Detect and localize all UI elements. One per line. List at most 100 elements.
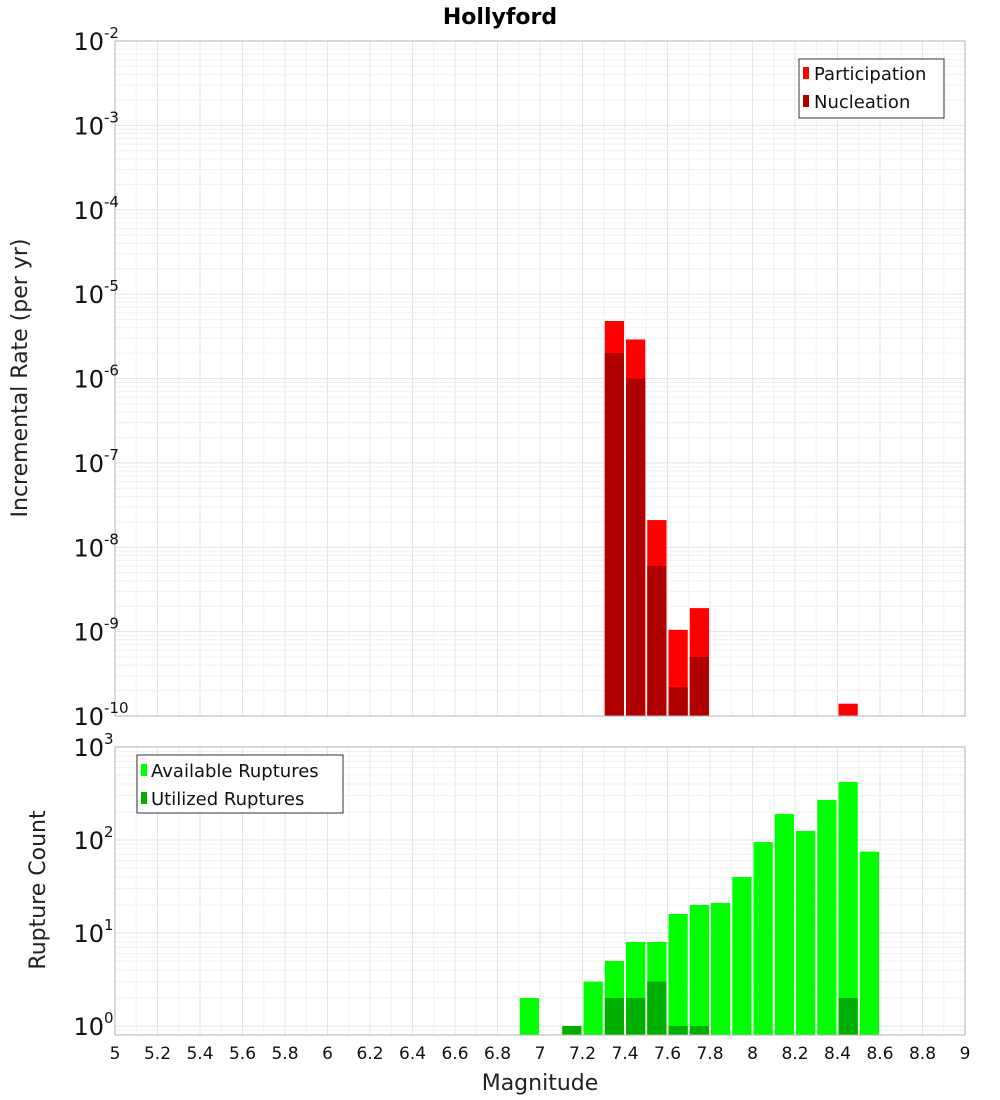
x-tick-label: 5 <box>110 1044 121 1064</box>
nucleation-legend-swatch <box>803 95 809 107</box>
bottom-bar-secondary <box>838 997 858 1035</box>
bottom-bar-primary <box>838 782 858 1035</box>
x-tick-label: 7.4 <box>611 1044 638 1064</box>
bottom-y-axis-label: Rupture Count <box>26 810 51 970</box>
bottom-bar-secondary <box>668 1025 688 1035</box>
bottom-y-tick: 10 3 <box>73 730 113 762</box>
x-tick-label: 6.4 <box>399 1044 426 1064</box>
bottom-bar-primary <box>583 981 603 1035</box>
top-y-tick: 10 -3 <box>73 108 119 140</box>
top-grid <box>114 40 966 717</box>
top-bar-secondary <box>689 657 709 716</box>
top-y-tick: 10 -9 <box>73 615 119 647</box>
x-tick-label: 5.6 <box>229 1044 256 1064</box>
x-tick-label: 7.8 <box>696 1044 723 1064</box>
bottom-bar-primary <box>817 799 837 1035</box>
nucleation-legend-label: Nucleation <box>814 92 910 113</box>
top-y-tick: 10 -8 <box>73 530 119 562</box>
bottom-plot-frame <box>114 746 966 1036</box>
x-tick-label: 8 <box>747 1044 758 1064</box>
top-bar-secondary <box>626 378 646 716</box>
top-y-tick-exponent: -9 <box>104 615 119 633</box>
bottom-bar-primary <box>732 877 752 1035</box>
top-bar-primary <box>838 703 858 716</box>
x-tick-label: 8.8 <box>909 1044 936 1064</box>
bottom-y-tick-base: 10 <box>73 920 104 948</box>
bottom-y-tick-base: 10 <box>73 827 104 855</box>
top-y-tick: 10 -10 <box>73 699 128 731</box>
bottom-y-tick: 10 2 <box>73 823 113 855</box>
top-y-tick-base: 10 <box>73 197 104 225</box>
x-tick-label: 7.2 <box>569 1044 596 1064</box>
top-y-tick-base: 10 <box>73 450 104 478</box>
bottom-bar-primary <box>796 830 816 1035</box>
top-y-tick-exponent: -6 <box>104 362 119 380</box>
bottom-legend-box <box>136 754 344 814</box>
top-y-tick-base: 10 <box>73 112 104 140</box>
top-y-tick-exponent: -7 <box>104 446 119 464</box>
utilized-legend-label: Utilized Ruptures <box>151 789 304 810</box>
top-y-tick-base: 10 <box>73 703 104 731</box>
bottom-bar-secondary <box>562 1025 582 1035</box>
x-tick-label: 7.6 <box>654 1044 681 1064</box>
top-y-tick-exponent: -2 <box>104 24 119 42</box>
bottom-bar-primary <box>668 914 688 1035</box>
bottom-bar-secondary <box>647 981 667 1035</box>
bottom-legend: Available Ruptures Utilized Ruptures <box>136 754 344 814</box>
top-legend-box <box>798 58 945 119</box>
available-legend-swatch <box>141 764 147 776</box>
x-tick-label: 5.2 <box>144 1044 171 1064</box>
bottom-bar-secondary <box>689 1025 709 1035</box>
top-plot-frame <box>114 40 966 717</box>
x-tick-label: 5.4 <box>186 1044 213 1064</box>
x-tick-label: 8.2 <box>781 1044 808 1064</box>
top-y-tick-base: 10 <box>73 281 104 309</box>
utilized-legend-swatch <box>141 792 147 804</box>
x-tick-label: 9 <box>960 1044 971 1064</box>
bottom-bar-primary <box>689 904 709 1035</box>
top-y-tick-exponent: -3 <box>104 108 119 126</box>
x-tick-label: 7 <box>535 1044 546 1064</box>
x-tick-label: 8.4 <box>824 1044 851 1064</box>
x-tick-label: 8.6 <box>866 1044 893 1064</box>
bottom-y-tick-exponent: 2 <box>104 823 114 841</box>
top-y-tick-base: 10 <box>73 366 104 394</box>
top-y-tick: 10 -7 <box>73 446 119 478</box>
bottom-bar-primary <box>711 903 731 1035</box>
top-y-tick: 10 -5 <box>73 277 119 309</box>
top-y-tick-base: 10 <box>73 28 104 56</box>
participation-legend-swatch <box>803 67 809 79</box>
bottom-y-tick-base: 10 <box>73 1013 104 1041</box>
bottom-bar-secondary <box>604 997 624 1035</box>
x-tick-label: 6.8 <box>484 1044 511 1064</box>
participation-legend-label: Participation <box>814 64 926 85</box>
bottom-bar-secondary <box>626 997 646 1035</box>
bottom-bar-primary <box>859 851 879 1035</box>
x-tick-label: 6.2 <box>356 1044 383 1064</box>
top-y-tick-exponent: -5 <box>104 277 119 295</box>
top-bar-secondary <box>668 687 688 716</box>
x-ticks: 5 5.2 5.4 5.6 5.8 6 6.2 6.4 6.6 6.8 7 7.2 7.4 7.6 7.8 8… <box>110 1044 971 1064</box>
top-y-tick-exponent: -4 <box>104 193 119 211</box>
bottom-bar-primary <box>774 814 794 1035</box>
chart-title: Hollyford <box>443 5 557 30</box>
available-legend-label: Available Ruptures <box>151 761 319 782</box>
bottom-y-tick-exponent: 0 <box>104 1009 114 1027</box>
x-tick-label: 5.8 <box>271 1044 298 1064</box>
top-bar-secondary <box>647 565 667 716</box>
bottom-bar-primary <box>753 842 773 1035</box>
bottom-y-tick-base: 10 <box>73 734 104 762</box>
top-bars <box>604 321 858 716</box>
top-y-tick: 10 -2 <box>73 24 119 56</box>
top-y-tick-exponent: -10 <box>104 699 129 717</box>
x-tick-label: 6 <box>322 1044 333 1064</box>
bottom-bar-primary <box>519 997 539 1035</box>
bottom-y-tick: 10 0 <box>73 1009 113 1041</box>
top-y-tick: 10 -4 <box>73 193 119 225</box>
x-axis-label: Magnitude <box>482 1071 599 1096</box>
